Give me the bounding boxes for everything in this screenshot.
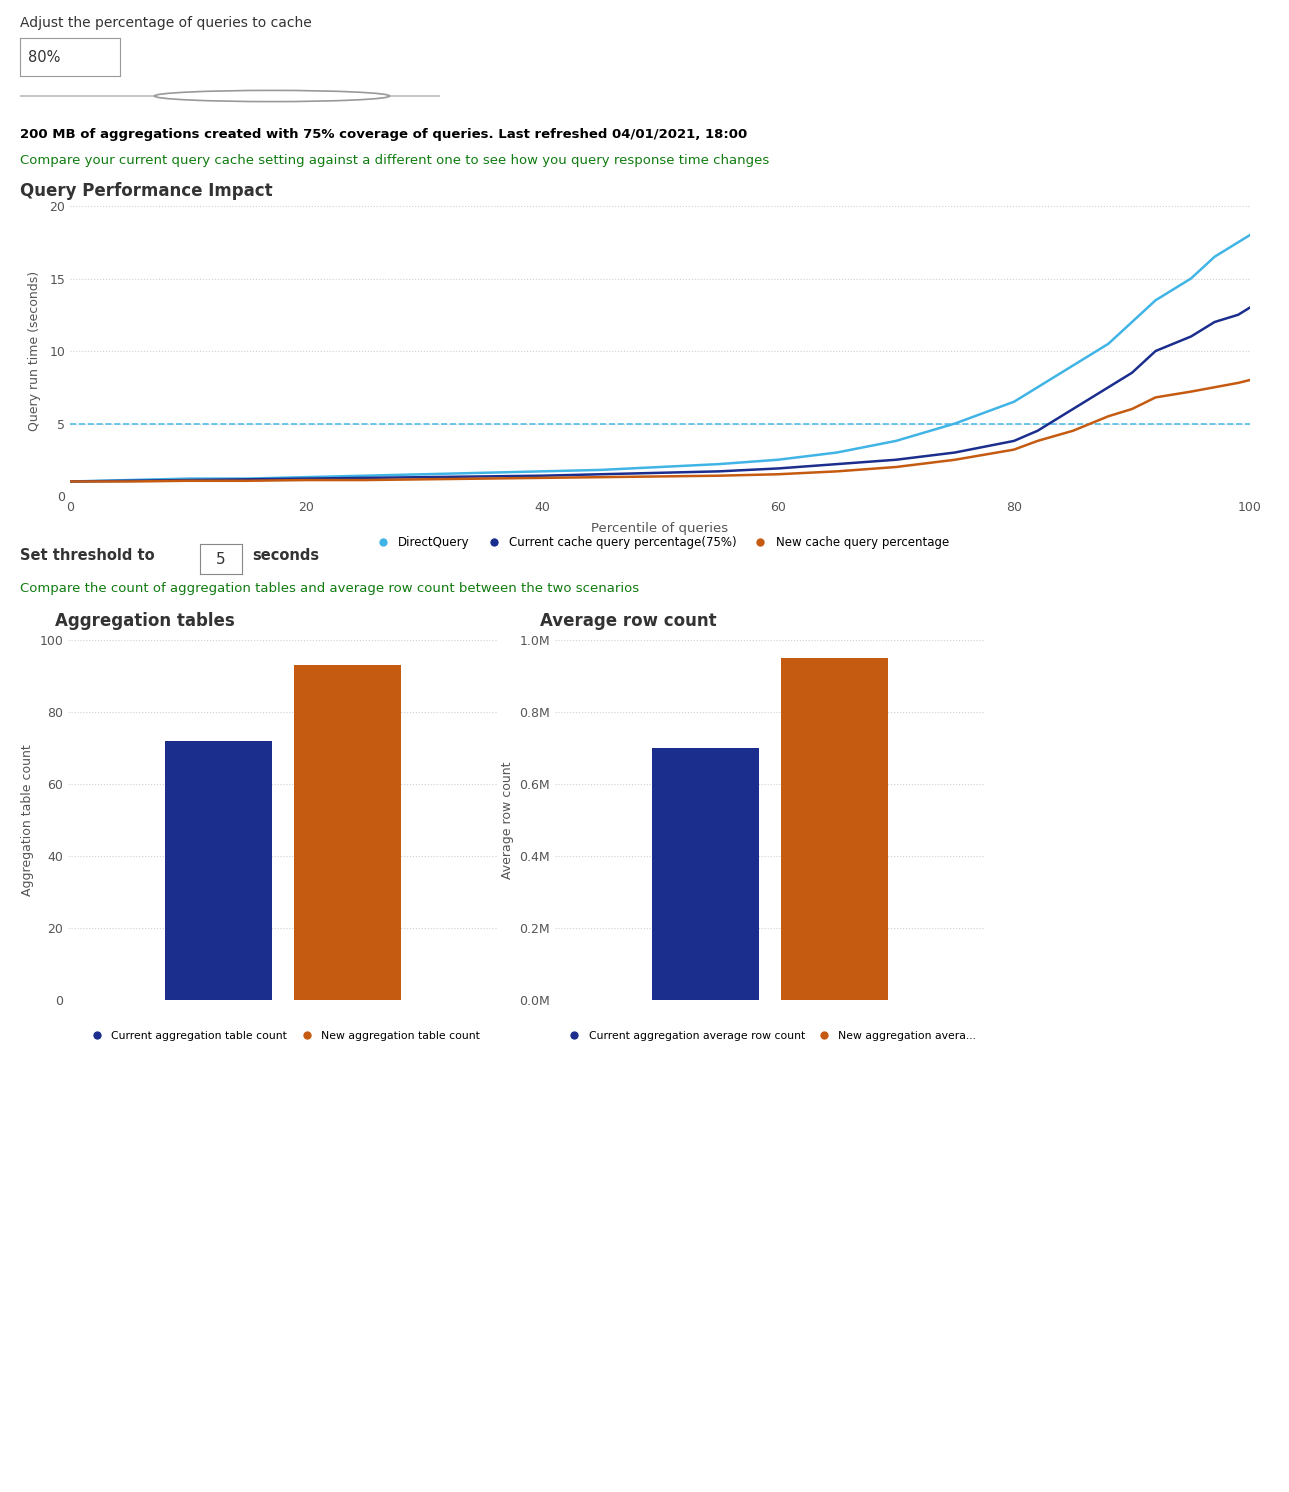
- Text: Aggregation tables: Aggregation tables: [55, 612, 235, 630]
- Text: seconds: seconds: [253, 548, 320, 562]
- Text: Set threshold to: Set threshold to: [21, 548, 155, 562]
- Text: 200 MB of aggregations created with 75% coverage of queries. Last refreshed 04/0: 200 MB of aggregations created with 75% …: [21, 128, 748, 142]
- Bar: [781, 658, 888, 1000]
- Circle shape: [155, 91, 389, 101]
- Legend: DirectQuery, Current cache query percentage(75%), New cache query percentage: DirectQuery, Current cache query percent…: [366, 531, 954, 554]
- Legend: Current aggregation average row count, New aggregation avera...: Current aggregation average row count, N…: [559, 1026, 981, 1044]
- X-axis label: Percentile of queries: Percentile of queries: [592, 522, 728, 536]
- Text: 80%: 80%: [28, 49, 61, 64]
- Text: Query Performance Impact: Query Performance Impact: [21, 182, 273, 200]
- Y-axis label: Query run time (seconds): Query run time (seconds): [28, 272, 41, 431]
- Bar: [294, 665, 401, 1000]
- Text: Adjust the percentage of queries to cache: Adjust the percentage of queries to cach…: [21, 16, 312, 30]
- Text: Compare your current query cache setting against a different one to see how you : Compare your current query cache setting…: [21, 154, 770, 167]
- Legend: Current aggregation table count, New aggregation table count: Current aggregation table count, New agg…: [82, 1026, 483, 1044]
- Text: 5: 5: [217, 552, 226, 567]
- Text: Average row count: Average row count: [540, 612, 717, 630]
- Y-axis label: Aggregation table count: Aggregation table count: [21, 745, 34, 895]
- Bar: [652, 747, 759, 1000]
- Y-axis label: Average row count: Average row count: [501, 761, 514, 879]
- Text: Compare the count of aggregation tables and average row count between the two sc: Compare the count of aggregation tables …: [21, 582, 639, 595]
- Bar: [165, 742, 272, 1000]
